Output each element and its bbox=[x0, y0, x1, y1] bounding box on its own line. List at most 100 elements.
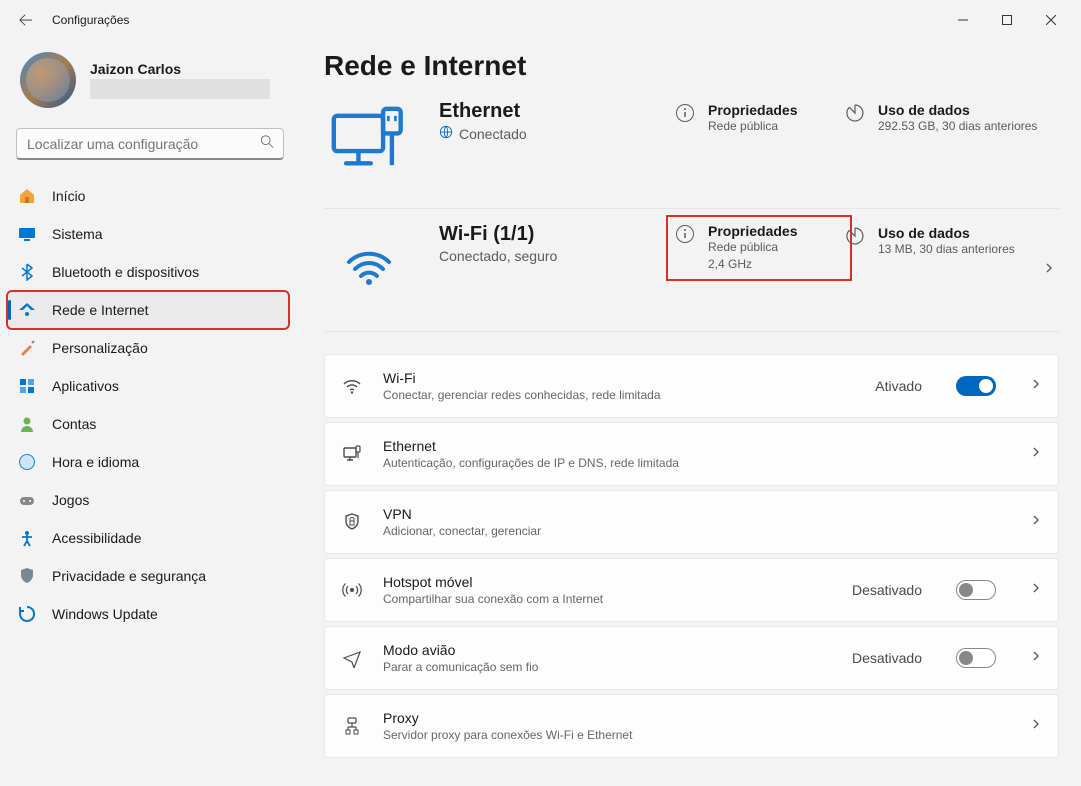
ethernet-data-title: Uso de dados bbox=[878, 102, 1037, 118]
shield-icon bbox=[18, 567, 36, 585]
close-button[interactable] bbox=[1029, 5, 1073, 35]
avatar bbox=[20, 52, 76, 108]
main-content: Rede e Internet Ethernet Conectad bbox=[300, 40, 1081, 786]
wifi-props-sub2: 2,4 GHz bbox=[708, 256, 797, 273]
ethernet-data-usage[interactable]: Uso de dados 292.53 GB, 30 dias anterior… bbox=[844, 100, 1059, 135]
brush-icon bbox=[18, 339, 36, 357]
wifi-status: Conectado, seguro bbox=[439, 248, 557, 264]
wifi-props-title: Propriedades bbox=[708, 223, 797, 239]
sidebar-item-clock[interactable]: Hora e idioma bbox=[8, 444, 288, 480]
card-subtitle: Autenticação, configurações de IP e DNS,… bbox=[383, 456, 1010, 470]
chevron-right-icon bbox=[1030, 649, 1042, 667]
toggle-plane[interactable] bbox=[956, 648, 996, 668]
sidebar-item-label: Acessibilidade bbox=[52, 530, 142, 546]
ethernet-big-icon bbox=[324, 100, 414, 190]
sidebar-item-bluetooth[interactable]: Bluetooth e dispositivos bbox=[8, 254, 288, 290]
card-vpn[interactable]: VPN Adicionar, conectar, gerenciar bbox=[324, 490, 1059, 554]
ethernet-data-sub: 292.53 GB, 30 dias anteriores bbox=[878, 118, 1037, 135]
plane-icon bbox=[341, 647, 363, 669]
vpn-icon bbox=[341, 511, 363, 533]
toggle-hotspot[interactable] bbox=[956, 580, 996, 600]
data-usage-icon bbox=[844, 225, 866, 247]
chevron-right-icon bbox=[1030, 445, 1042, 463]
ethernet-props-sub: Rede pública bbox=[708, 118, 797, 135]
card-title: Modo avião bbox=[383, 642, 832, 658]
maximize-icon bbox=[1002, 15, 1012, 25]
card-title: Proxy bbox=[383, 710, 1010, 726]
search-icon bbox=[260, 135, 274, 154]
sidebar-item-label: Aplicativos bbox=[52, 378, 119, 394]
back-arrow-icon bbox=[19, 13, 33, 27]
search-box[interactable] bbox=[16, 128, 284, 160]
clock-icon bbox=[18, 453, 36, 471]
wifi-icon bbox=[18, 301, 36, 319]
sidebar-item-label: Windows Update bbox=[52, 606, 158, 622]
card-hotspot[interactable]: Hotspot móvel Compartilhar sua conexão c… bbox=[324, 558, 1059, 622]
minimize-button[interactable] bbox=[941, 5, 985, 35]
card-state-label: Desativado bbox=[852, 650, 922, 666]
sidebar-item-home[interactable]: Início bbox=[8, 178, 288, 214]
ethernet-icon bbox=[341, 443, 363, 465]
info-icon bbox=[674, 223, 696, 245]
minimize-icon bbox=[958, 15, 968, 25]
data-usage-icon bbox=[844, 102, 866, 124]
card-subtitle: Adicionar, conectar, gerenciar bbox=[383, 524, 1010, 538]
wifi-data-usage[interactable]: Uso de dados 13 MB, 30 dias anteriores bbox=[844, 223, 1059, 258]
sidebar-item-label: Bluetooth e dispositivos bbox=[52, 264, 199, 280]
card-plane[interactable]: Modo avião Parar a comunicação sem fio D… bbox=[324, 626, 1059, 690]
search-input[interactable] bbox=[16, 128, 284, 160]
card-wifi[interactable]: Wi-Fi Conectar, gerenciar redes conhecid… bbox=[324, 354, 1059, 418]
card-subtitle: Servidor proxy para conexões Wi-Fi e Eth… bbox=[383, 728, 1010, 742]
sidebar-item-brush[interactable]: Personalização bbox=[8, 330, 288, 366]
toggle-wifi[interactable] bbox=[956, 376, 996, 396]
sidebar-item-person[interactable]: Contas bbox=[8, 406, 288, 442]
settings-cards: Wi-Fi Conectar, gerenciar redes conhecid… bbox=[324, 354, 1059, 758]
sidebar-item-wifi[interactable]: Rede e Internet bbox=[8, 292, 288, 328]
update-icon bbox=[18, 605, 36, 623]
profile-block[interactable]: Jaizon Carlos bbox=[8, 40, 288, 128]
wifi-data-sub: 13 MB, 30 dias anteriores bbox=[878, 241, 1015, 258]
access-icon bbox=[18, 529, 36, 547]
card-subtitle: Parar a comunicação sem fio bbox=[383, 660, 832, 674]
sidebar-item-label: Contas bbox=[52, 416, 96, 432]
sidebar-item-access[interactable]: Acessibilidade bbox=[8, 520, 288, 556]
sidebar-item-label: Hora e idioma bbox=[52, 454, 139, 470]
wifi-props-sub1: Rede pública bbox=[708, 239, 797, 256]
hotspot-icon bbox=[341, 579, 363, 601]
card-ethernet[interactable]: Ethernet Autenticação, configurações de … bbox=[324, 422, 1059, 486]
wifi-data-title: Uso de dados bbox=[878, 225, 1015, 241]
info-icon bbox=[674, 102, 696, 124]
ethernet-panel: Ethernet Conectado Propriedades Rede púb… bbox=[324, 100, 1059, 209]
wifi-panel: Wi-Fi (1/1) Conectado, seguro Propriedad… bbox=[324, 209, 1059, 332]
sidebar-item-label: Sistema bbox=[52, 226, 103, 242]
wifi-big-icon bbox=[324, 223, 414, 313]
sidebar-item-game[interactable]: Jogos bbox=[8, 482, 288, 518]
page-title: Rede e Internet bbox=[324, 50, 1059, 82]
globe-icon bbox=[439, 125, 453, 142]
wifi-properties[interactable]: Propriedades Rede pública 2,4 GHz bbox=[668, 217, 850, 279]
sidebar-item-system[interactable]: Sistema bbox=[8, 216, 288, 252]
sidebar-nav: Início Sistema Bluetooth e dispositivos Red… bbox=[8, 178, 288, 632]
sidebar-item-label: Início bbox=[52, 188, 85, 204]
card-proxy[interactable]: Proxy Servidor proxy para conexões Wi-Fi… bbox=[324, 694, 1059, 758]
card-state-label: Desativado bbox=[852, 582, 922, 598]
chevron-right-icon bbox=[1030, 581, 1042, 599]
window-title: Configurações bbox=[52, 13, 129, 27]
sidebar-item-apps[interactable]: Aplicativos bbox=[8, 368, 288, 404]
sidebar-item-label: Jogos bbox=[52, 492, 89, 508]
ethernet-status: Conectado bbox=[459, 126, 527, 142]
close-icon bbox=[1046, 15, 1056, 25]
apps-icon bbox=[18, 377, 36, 395]
sidebar-item-shield[interactable]: Privacidade e segurança bbox=[8, 558, 288, 594]
chevron-right-icon bbox=[1043, 261, 1055, 279]
chevron-right-icon bbox=[1030, 377, 1042, 395]
card-title: VPN bbox=[383, 506, 1010, 522]
game-icon bbox=[18, 491, 36, 509]
ethernet-properties[interactable]: Propriedades Rede pública bbox=[674, 100, 844, 135]
card-state-label: Ativado bbox=[875, 378, 922, 394]
maximize-button[interactable] bbox=[985, 5, 1029, 35]
back-button[interactable] bbox=[8, 2, 44, 38]
sidebar-item-update[interactable]: Windows Update bbox=[8, 596, 288, 632]
chevron-right-icon bbox=[1030, 717, 1042, 735]
sidebar-item-label: Personalização bbox=[52, 340, 148, 356]
